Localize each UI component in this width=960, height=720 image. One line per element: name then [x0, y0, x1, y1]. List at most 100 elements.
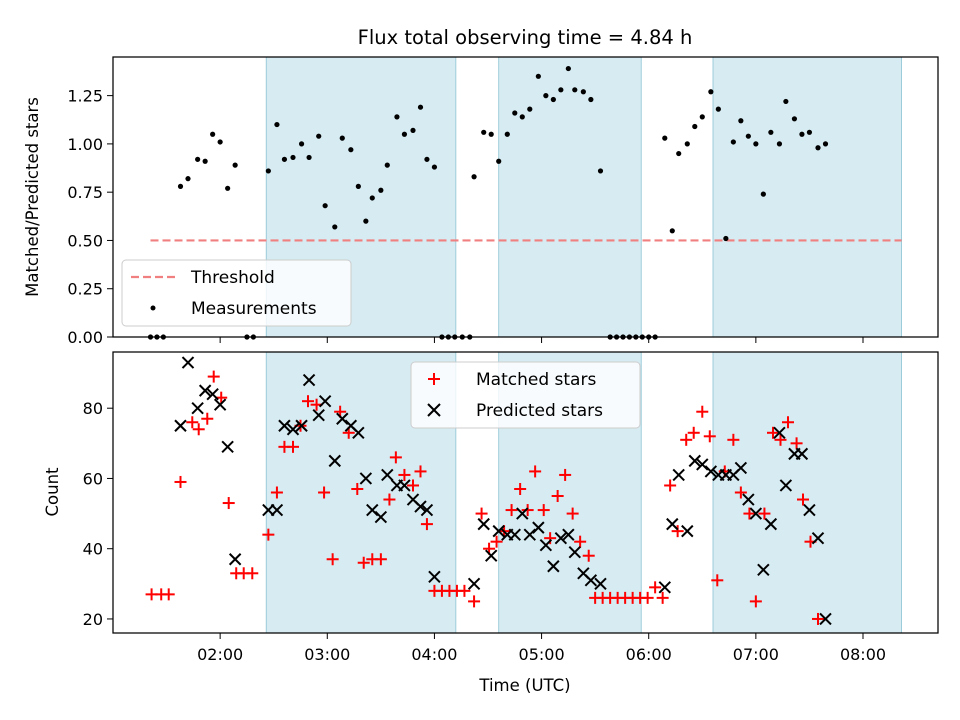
- predicted-point: [803, 503, 816, 517]
- matched-point: [743, 507, 756, 520]
- measurement-point: [799, 131, 805, 137]
- chart-title: Flux total observing time = 4.84 h: [358, 26, 693, 49]
- predicted-point: [672, 468, 685, 482]
- predicted-point: [420, 503, 434, 517]
- matched-point: [192, 423, 205, 436]
- predicted-point: [278, 419, 291, 432]
- predicted-point: [295, 419, 308, 432]
- y-tick-label: 60: [83, 469, 103, 488]
- y-tick-label: 0.75: [67, 183, 103, 202]
- matched-point: [222, 497, 235, 510]
- measurement-point: [588, 96, 594, 103]
- measurement-point: [738, 118, 744, 124]
- matched-point: [186, 416, 199, 429]
- measurement-point: [753, 141, 759, 147]
- matched-point: [207, 370, 220, 383]
- predicted-point: [584, 574, 598, 587]
- predicted-point: [492, 524, 505, 538]
- matched-point: [680, 433, 693, 446]
- matched-point: [703, 430, 716, 443]
- predicted-point: [206, 387, 219, 401]
- measurement-point: [504, 131, 510, 137]
- matched-point: [734, 486, 747, 499]
- matched-point: [782, 416, 794, 429]
- measurement-point: [512, 110, 518, 116]
- predicted-point: [328, 454, 341, 468]
- matched-legend-label: Matched stars: [476, 370, 596, 390]
- y-tick-label: 80: [83, 399, 103, 418]
- predicted-point: [681, 524, 694, 538]
- y-tick-label: 1.25: [67, 87, 103, 106]
- measurement-point: [316, 133, 322, 139]
- count-points: [145, 356, 832, 626]
- matched-point: [790, 437, 803, 450]
- measurement-point: [265, 168, 271, 174]
- measurement-point: [692, 123, 698, 130]
- matched-point: [749, 595, 762, 608]
- matched-point: [574, 535, 587, 548]
- measurement-point: [822, 141, 829, 147]
- ratio-plot-frame: [112, 56, 939, 338]
- measurement-point: [217, 139, 223, 145]
- x-axis-label: Time (UTC): [478, 676, 570, 695]
- measurement-point: [424, 156, 430, 162]
- measurement-point: [488, 131, 494, 137]
- measurement-point: [355, 183, 361, 189]
- measurement-point: [384, 162, 390, 168]
- measurement-point: [699, 114, 705, 120]
- predicted-point: [749, 507, 763, 520]
- predicted-point: [359, 472, 373, 485]
- count-y-ticks: 20 40 60 80: [83, 399, 113, 629]
- measurement-point: [543, 93, 549, 99]
- x-tick-label: 05:00: [519, 645, 565, 664]
- measurement-point: [202, 158, 208, 164]
- matched-point: [246, 567, 259, 580]
- matched-point: [671, 525, 684, 538]
- predicted-point: [764, 517, 778, 531]
- predicted-point: [811, 531, 825, 545]
- matched-point: [374, 553, 387, 566]
- predicted-point: [477, 517, 490, 531]
- matched-point: [656, 591, 669, 604]
- matched-point: [414, 465, 427, 478]
- measurement-point: [519, 114, 525, 120]
- matched-point: [262, 528, 275, 541]
- predicted-point: [547, 560, 560, 573]
- matched-point: [521, 504, 534, 517]
- matched-point: [468, 595, 481, 608]
- x-tick-label: 04:00: [411, 645, 457, 664]
- predicted-point: [757, 563, 770, 576]
- matched-point: [559, 468, 572, 481]
- measurements-legend-label: Measurements: [191, 299, 317, 319]
- measurement-point: [306, 154, 312, 161]
- measurement-point: [332, 224, 338, 230]
- predicted-point: [318, 394, 332, 408]
- count-y-axis-label: Count: [43, 467, 62, 517]
- measurement-point: [298, 141, 305, 147]
- predicted-point: [658, 581, 671, 594]
- predicted-point: [428, 570, 441, 584]
- predicted-point: [181, 356, 195, 369]
- predicted-point: [467, 577, 481, 591]
- matched-point: [420, 518, 433, 531]
- predicted-point: [742, 493, 755, 506]
- matched-point: [287, 440, 299, 453]
- y-tick-label: 20: [83, 610, 103, 629]
- measurement-point: [363, 218, 369, 224]
- measurement-point: [496, 158, 502, 164]
- measurements-legend-swatch: [150, 305, 156, 311]
- matched-point: [389, 451, 402, 464]
- measurement-point: [760, 191, 766, 197]
- matched-point: [505, 504, 518, 517]
- matched-point: [812, 612, 824, 625]
- observing-bands-top: [265, 56, 902, 338]
- matched-point: [407, 479, 419, 492]
- predicted-point: [532, 521, 545, 534]
- measurement-point: [225, 185, 231, 191]
- measurement-point: [597, 168, 604, 174]
- predicted-point: [734, 461, 748, 475]
- x-tick-label: 06:00: [626, 645, 672, 664]
- matched-point: [711, 574, 724, 587]
